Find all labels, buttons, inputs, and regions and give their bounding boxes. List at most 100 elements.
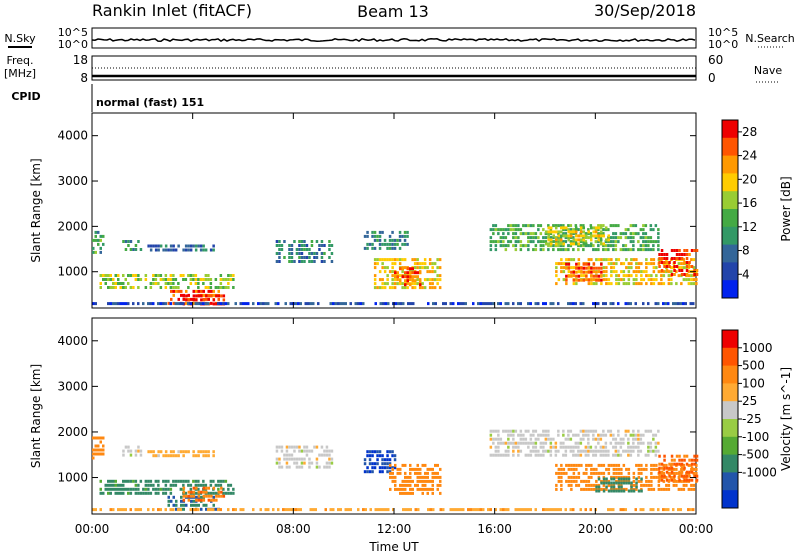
power-data-cell: [688, 253, 691, 256]
power-data-cell: [599, 224, 603, 228]
power-data-cell: [514, 248, 518, 252]
vel-data-cell: [199, 483, 203, 487]
vel-data-cell: [212, 495, 215, 499]
power-data-cell: [169, 248, 173, 252]
power-data-cell: [497, 240, 500, 244]
vel-data-cell: [529, 508, 532, 512]
vel-data-cell: [426, 467, 429, 471]
vel-data-cell: [605, 487, 608, 491]
power-data-cell: [560, 242, 563, 246]
power-data-cell: [307, 302, 310, 306]
power-data-cell: [649, 228, 653, 232]
power-data-cell: [582, 248, 585, 252]
power-data-cell: [604, 228, 608, 232]
power-data-cell: [209, 278, 213, 281]
power-data-cell: [194, 248, 198, 252]
power-data-cell: [421, 266, 424, 270]
power-data-cell: [189, 248, 193, 252]
vel-data-cell: [363, 458, 367, 462]
power-data-cell: [650, 258, 653, 262]
vel-data-cell: [637, 475, 641, 479]
vel-data-cell: [289, 508, 292, 512]
power-data-cell: [391, 286, 394, 290]
velocity-colorbar-swatch: [722, 383, 738, 402]
power-data-cell: [644, 244, 648, 248]
power-data-cell: [195, 294, 198, 298]
power-data-cell: [660, 249, 664, 252]
vel-data-region: [389, 463, 442, 495]
vel-data-cell: [293, 445, 296, 449]
vel-data-cell: [222, 487, 225, 491]
vel-data-cell: [275, 449, 279, 453]
vel-data-cell: [504, 508, 507, 512]
power-data-cell: [149, 248, 153, 252]
vel-data-cell: [663, 474, 666, 478]
vel-data-cell: [157, 479, 160, 483]
vel-data-cell: [409, 508, 412, 512]
vel-data-cell: [549, 453, 553, 457]
power-data-cell: [577, 274, 581, 278]
power-data-cell: [589, 244, 593, 248]
vel-data-cell: [555, 463, 558, 467]
power-data-cell: [274, 302, 277, 306]
vel-data-cell: [157, 508, 160, 512]
vel-data-cell: [647, 441, 650, 445]
vel-data-cell: [670, 475, 673, 479]
power-data-cell: [652, 270, 656, 274]
vel-data-cell: [399, 491, 402, 495]
power-data-cell: [154, 248, 158, 252]
power-data-cell: [277, 302, 280, 306]
vel-data-cell: [142, 487, 145, 491]
power-data-cell: [594, 248, 598, 252]
vel-data-cell: [92, 436, 95, 440]
power-data-cell: [159, 278, 163, 281]
vel-data-cell: [172, 503, 175, 507]
vel-data-cell: [634, 445, 638, 449]
vel-data-cell: [599, 453, 603, 457]
power-data-cell: [597, 224, 600, 228]
power-data-cell: [624, 244, 628, 248]
vel-data-cell: [285, 465, 289, 469]
power-data-cell: [107, 302, 110, 306]
power-data-cell: [695, 278, 698, 282]
power-data-cell: [396, 278, 399, 282]
vel-data-cell: [144, 487, 148, 491]
vel-data-cell: [391, 471, 394, 475]
power-data-cell: [317, 302, 320, 306]
power-data-cell: [597, 266, 601, 270]
vel-data-cell: [549, 441, 553, 445]
power-colorbar-tick-label: 28: [742, 125, 757, 139]
power-data-cell: [605, 266, 608, 270]
vel-data-cell: [542, 433, 545, 437]
power-data-cell: [303, 244, 306, 247]
power-data-cell: [582, 262, 586, 266]
power-data-cell: [137, 278, 140, 281]
power-data-cell: [632, 270, 636, 274]
power-data-cell: [569, 224, 573, 228]
power-data-cell: [652, 244, 655, 248]
vel-data-cell: [139, 508, 142, 512]
vel-data-cell: [517, 441, 520, 445]
vel-data-cell: [567, 483, 571, 487]
power-data-cell: [497, 232, 500, 236]
power-colorbar-label: Power [dB]: [779, 176, 793, 241]
vel-data-cell: [529, 433, 533, 437]
vel-data-cell: [310, 449, 314, 453]
velocity-colorbar-tick-label: 25: [742, 394, 757, 408]
vel-data-cell: [534, 441, 538, 445]
power-data-cell: [401, 234, 404, 238]
power-data-cell: [381, 278, 384, 282]
power-data-cell: [219, 286, 223, 289]
power-data-cell: [642, 232, 645, 236]
power-data-cell: [642, 302, 645, 306]
power-data-cell: [383, 266, 387, 270]
power-data-cell: [396, 282, 399, 286]
vel-data-cell: [104, 487, 107, 491]
power-data-cell: [209, 282, 213, 285]
power-data-cell: [182, 302, 185, 306]
x-tick-label: 04:00: [175, 522, 210, 536]
vel-data-cell: [692, 508, 695, 512]
vel-data-cell: [650, 467, 653, 471]
power-data-cell: [690, 274, 693, 278]
power-data-cell: [215, 294, 218, 298]
